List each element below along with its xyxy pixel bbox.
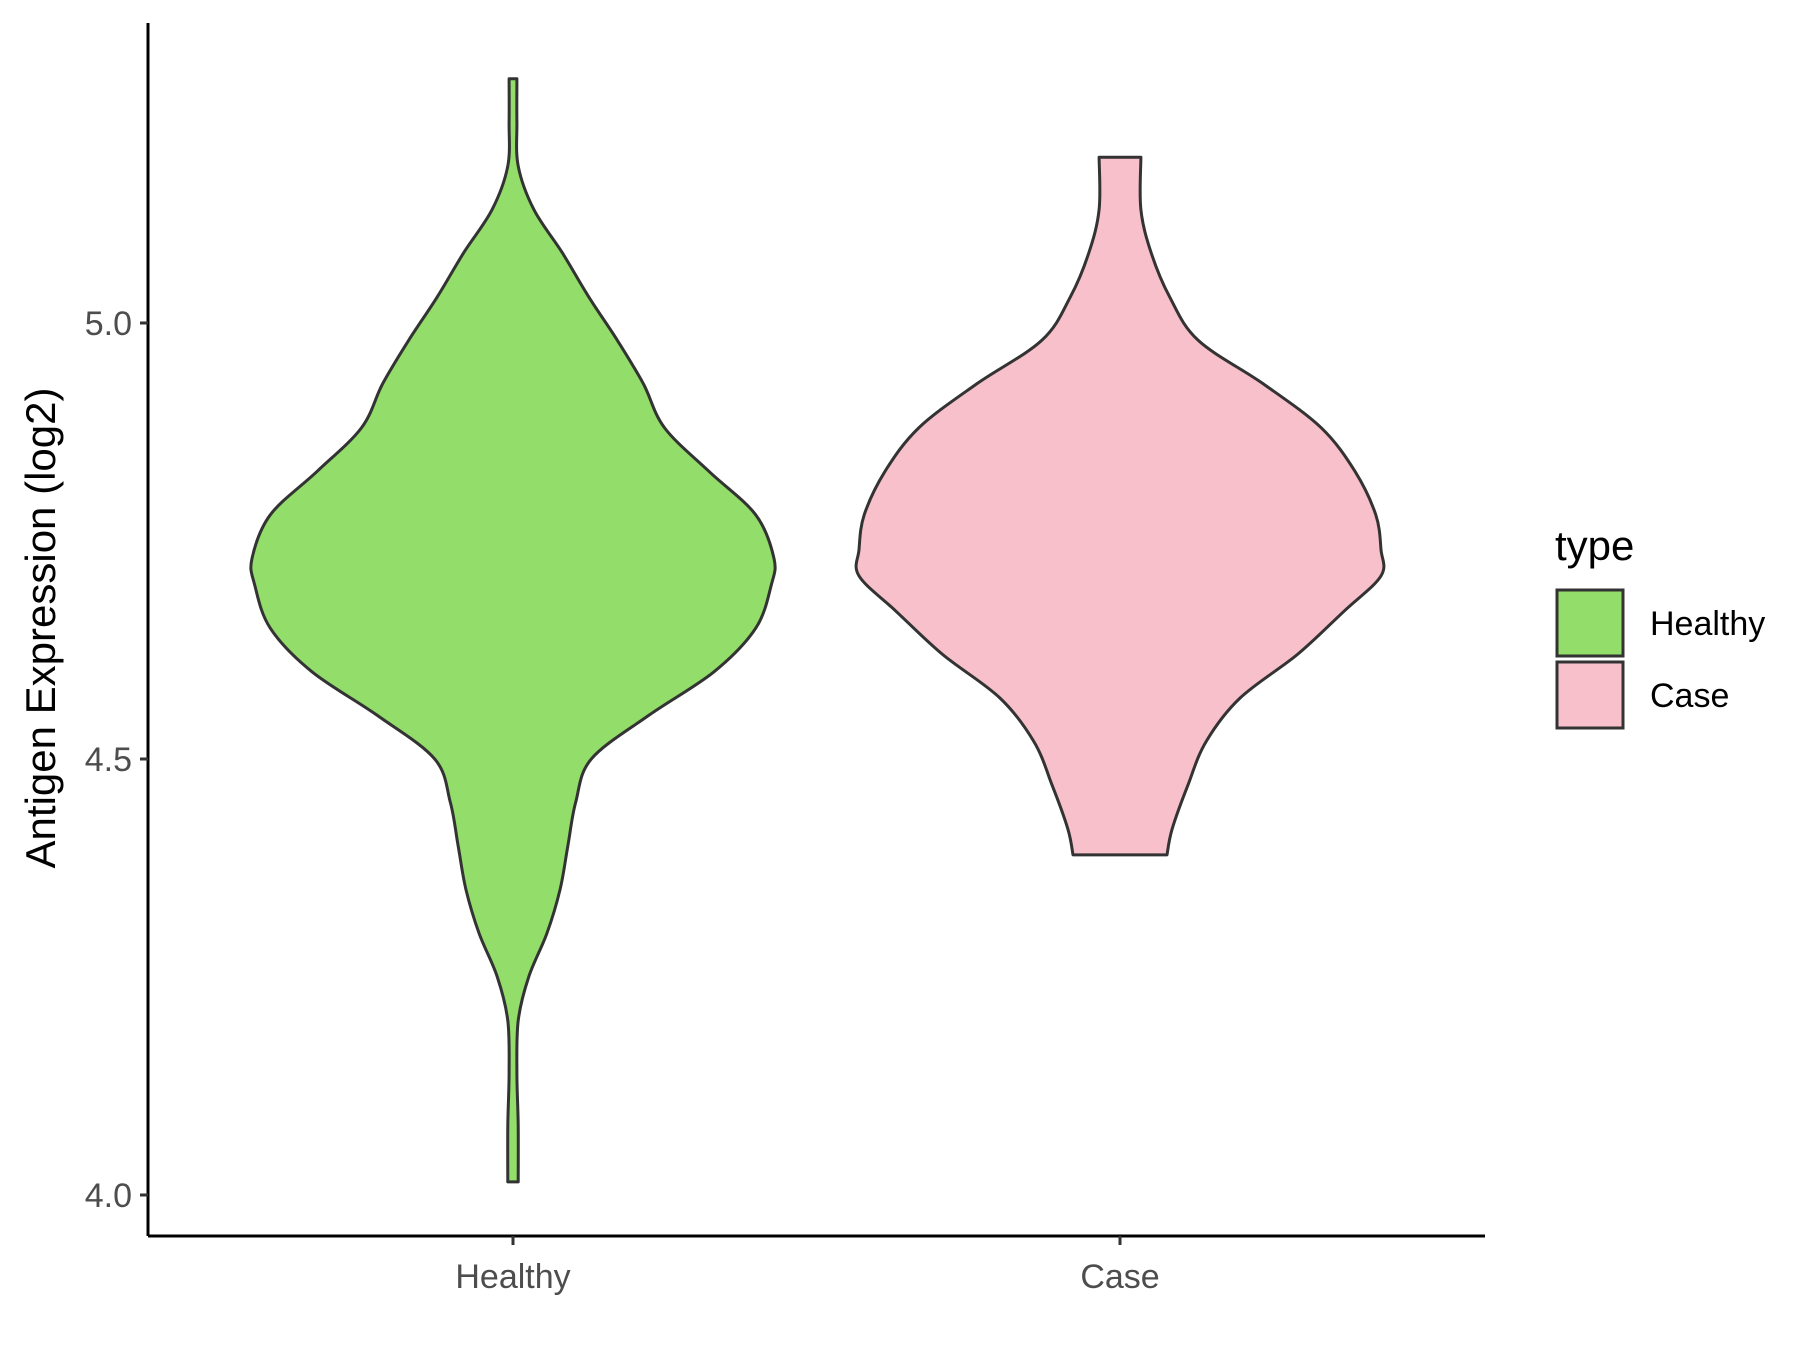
x-tick-label: Healthy [455,1258,570,1296]
y-axis-title: Antigen Expression (log2) [17,388,64,869]
y-ticks: 4.0 4.5 5.0 [85,305,148,1215]
y-tick-label: 4.0 [85,1177,132,1215]
y-tick-label: 5.0 [85,305,132,343]
legend: type Healthy Case [1555,522,1765,730]
legend-items: Healthy Case [1555,588,1765,730]
legend-key-case [1555,660,1625,730]
legend-label: Healthy [1650,605,1765,643]
x-tick-label: Case [1080,1258,1159,1296]
legend-label: Case [1650,677,1729,715]
violin-case [854,155,1386,857]
legend-key-healthy [1555,588,1625,658]
violins-layer [249,77,1386,1184]
y-tick-label: 4.5 [85,741,132,779]
violin-healthy [249,77,777,1184]
x-ticks: Healthy Case [455,1236,1160,1296]
legend-title: type [1555,522,1634,569]
